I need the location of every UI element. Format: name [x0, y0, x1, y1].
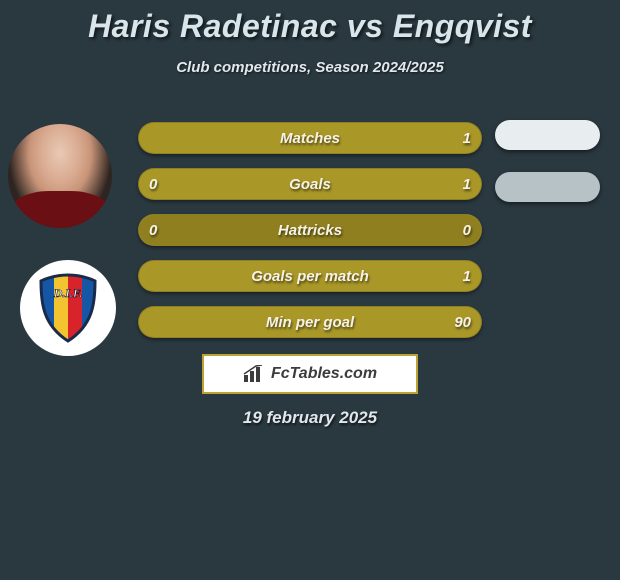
stat-label: Min per goal: [139, 307, 481, 338]
player-avatar: [8, 124, 112, 228]
stat-row: Matches1: [138, 122, 482, 154]
stats-table: Matches10Goals10Hattricks0Goals per matc…: [138, 122, 482, 352]
page-title: Haris Radetinac vs Engqvist: [0, 8, 620, 45]
summary-pill: [495, 172, 600, 202]
summary-pill: [495, 120, 600, 150]
subtitle: Club competitions, Season 2024/2025: [0, 59, 620, 76]
date-label: 19 february 2025: [0, 408, 620, 428]
stat-label: Goals: [139, 169, 481, 200]
club-badge: D.I.F.: [20, 260, 116, 356]
stat-row: Goals per match1: [138, 260, 482, 292]
stat-right-value: 1: [463, 261, 471, 292]
stat-label: Matches: [139, 123, 481, 154]
chart-icon: [243, 365, 265, 383]
stat-label: Hattricks: [139, 215, 481, 246]
stat-right-value: 90: [454, 307, 471, 338]
branding-badge[interactable]: FcTables.com: [202, 354, 418, 394]
right-pill-column: [495, 120, 600, 224]
svg-text:D.I.F.: D.I.F.: [53, 286, 83, 300]
avatar-column: D.I.F.: [8, 124, 116, 356]
stat-row: Min per goal90: [138, 306, 482, 338]
shield-icon: D.I.F.: [39, 273, 97, 343]
stat-right-value: 0: [463, 215, 471, 246]
stat-right-value: 1: [463, 123, 471, 154]
stat-row: 0Hattricks0: [138, 214, 482, 246]
stat-right-value: 1: [463, 169, 471, 200]
stat-row: 0Goals1: [138, 168, 482, 200]
stat-label: Goals per match: [139, 261, 481, 292]
branding-text: FcTables.com: [271, 365, 377, 383]
